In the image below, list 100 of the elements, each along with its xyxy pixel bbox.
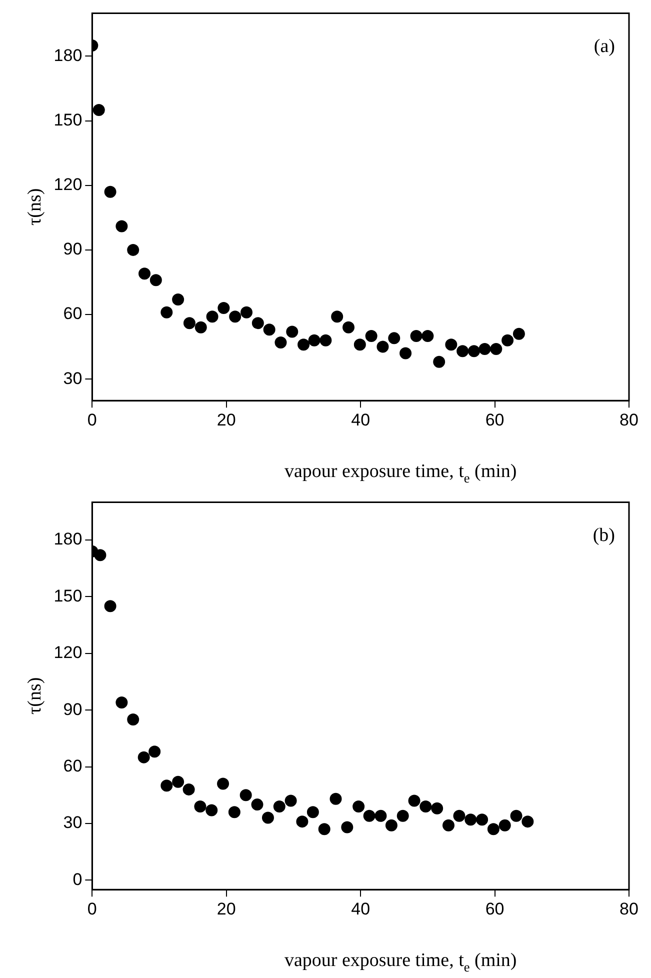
point (116, 696, 128, 709)
point (104, 600, 116, 612)
point (172, 776, 184, 788)
point (522, 816, 534, 828)
y-tick-label: 180 (54, 46, 82, 65)
point (498, 819, 511, 832)
point (252, 317, 264, 330)
point (182, 783, 195, 796)
y-axis-title: τ(ns) (24, 677, 46, 714)
annotation: (a) (594, 36, 615, 58)
point (476, 814, 488, 826)
point (127, 714, 140, 726)
point (510, 810, 522, 822)
point (433, 356, 446, 368)
point (296, 816, 308, 828)
point (104, 186, 116, 198)
point (263, 324, 276, 336)
y-tick-label: 90 (63, 700, 82, 719)
point (363, 810, 376, 822)
point (194, 321, 207, 334)
y-tick-label: 0 (72, 870, 82, 889)
point (318, 823, 330, 836)
annotation: (b) (592, 525, 615, 546)
point (365, 330, 378, 342)
y-tick-label: 120 (54, 643, 82, 662)
point (408, 794, 420, 807)
point (116, 220, 128, 232)
y-tick-label: 60 (63, 304, 82, 324)
point (341, 821, 354, 834)
point (385, 819, 398, 832)
point (400, 347, 412, 360)
point (445, 338, 458, 351)
point (388, 332, 400, 344)
point (456, 345, 469, 358)
point (127, 244, 140, 256)
y-tick-label: 180 (54, 530, 82, 549)
point (262, 812, 274, 824)
point (512, 328, 525, 340)
point (308, 334, 320, 346)
point (352, 800, 365, 812)
point (148, 746, 161, 758)
x-tick-label: 40 (351, 899, 370, 918)
point (306, 806, 319, 818)
x-tick-label: 20 (216, 899, 236, 918)
point (274, 336, 287, 348)
y-tick-label: 60 (63, 756, 82, 776)
point (273, 800, 286, 812)
point (183, 317, 196, 330)
point (502, 334, 514, 346)
y-axis-title: τ(ns) (24, 188, 46, 226)
point (422, 330, 434, 342)
point (160, 306, 173, 318)
point (420, 800, 432, 812)
point (218, 302, 230, 314)
point (240, 306, 253, 318)
x-tick-label: 80 (620, 899, 638, 918)
point (453, 810, 466, 822)
y-tick-label: 120 (54, 175, 82, 194)
y-tick-label: 30 (63, 813, 82, 832)
point (150, 274, 162, 286)
point (376, 340, 389, 353)
point (194, 800, 206, 812)
point (320, 334, 332, 346)
point (464, 814, 477, 826)
point (410, 330, 422, 342)
point (94, 549, 106, 562)
point (206, 310, 218, 323)
point (138, 268, 151, 280)
x-tick-label: 20 (216, 410, 236, 430)
point (217, 778, 230, 790)
x-tick-label: 80 (620, 410, 638, 430)
x-tick-label: 60 (485, 899, 504, 918)
point (354, 338, 366, 351)
point (92, 104, 105, 116)
y-tick-label: 150 (54, 586, 82, 606)
point (442, 819, 454, 832)
point (172, 293, 184, 306)
y-tick-label: 150 (54, 110, 82, 130)
point (374, 810, 387, 822)
x-tick-label: 0 (87, 410, 97, 430)
point (229, 310, 242, 323)
point (251, 798, 264, 811)
point (284, 794, 297, 807)
y-tick-label: 30 (63, 368, 82, 388)
point (160, 780, 173, 792)
x-tick-label: 60 (485, 410, 504, 430)
point (331, 310, 344, 323)
point (330, 792, 342, 805)
point (138, 751, 150, 764)
point (298, 338, 310, 351)
point (478, 342, 491, 355)
point (286, 326, 298, 338)
x-tick-label: 40 (351, 410, 370, 430)
point (396, 810, 409, 822)
y-tick-label: 90 (63, 240, 82, 259)
point (468, 345, 480, 358)
point (240, 789, 252, 802)
x-tick-label: 0 (87, 899, 97, 918)
point (206, 804, 218, 816)
point (487, 823, 500, 836)
